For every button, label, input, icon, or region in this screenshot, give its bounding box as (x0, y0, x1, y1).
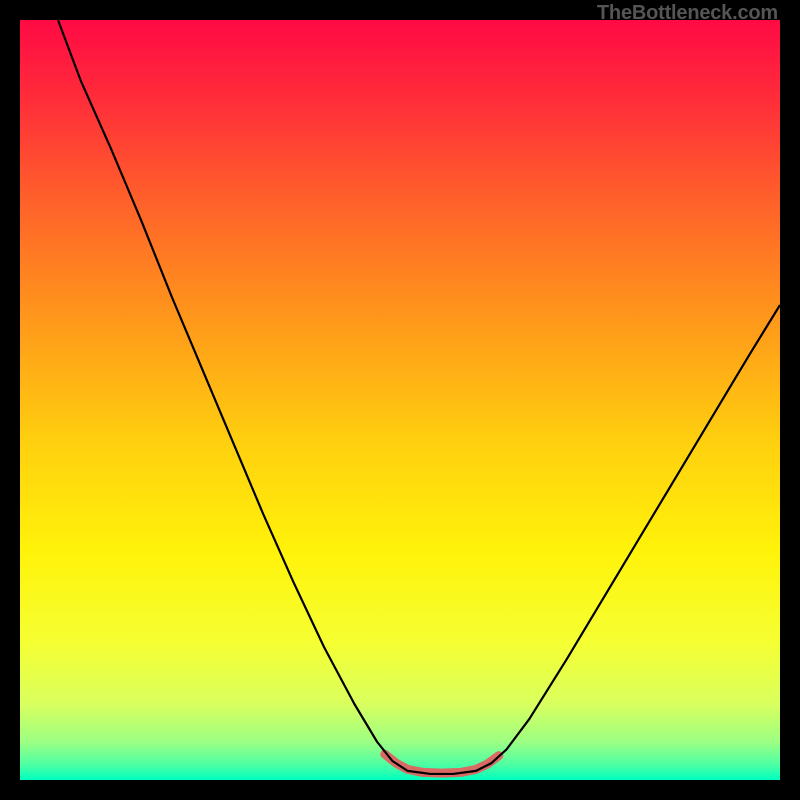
credit-text: TheBottleneck.com (597, 2, 778, 25)
chart-frame: TheBottleneck.com (0, 0, 800, 800)
highlight-curve (385, 754, 499, 773)
main-curve (58, 20, 780, 774)
plot-area (20, 20, 780, 780)
curves-layer (20, 20, 780, 780)
